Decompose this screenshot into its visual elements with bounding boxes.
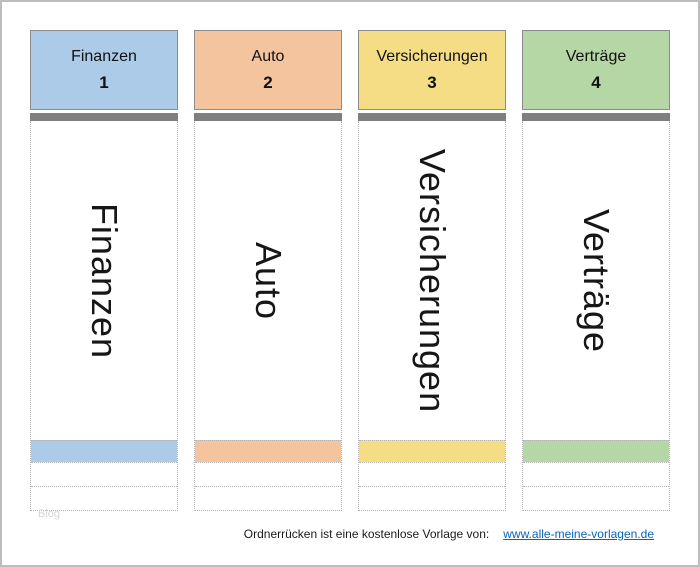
spine-vertical-label: Verträge bbox=[576, 208, 617, 353]
spine-header-number: 4 bbox=[591, 72, 601, 92]
spine-lower-section: Verträge bbox=[522, 121, 670, 511]
spine-header: Versicherungen 3 bbox=[358, 30, 506, 110]
footer-attribution-text: Ordnerrücken ist eine kostenlose Vorlage… bbox=[243, 527, 490, 541]
spine-cut-line-row bbox=[523, 462, 669, 486]
spine-bottom-stripe bbox=[523, 440, 669, 462]
folder-spine-vertraege: Verträge 4 Verträge bbox=[522, 30, 670, 511]
spine-cut-line-row bbox=[195, 486, 341, 510]
spine-vertical-label: Versicherungen bbox=[412, 148, 454, 413]
spine-lower-section: Auto bbox=[194, 121, 342, 511]
spine-cut-line-row bbox=[359, 486, 505, 510]
spine-cut-line-row bbox=[195, 462, 341, 486]
footer: Ordnerrücken ist eine kostenlose Vorlage… bbox=[244, 527, 654, 541]
spine-header-title: Verträge bbox=[565, 47, 627, 65]
folder-spine-finanzen: Finanzen 1 Finanzen bbox=[30, 30, 178, 511]
spine-header: Verträge 4 bbox=[522, 30, 670, 110]
spine-cut-line-row bbox=[523, 486, 669, 510]
spine-body: Finanzen bbox=[31, 121, 177, 440]
spine-ring-bar bbox=[358, 113, 506, 121]
spine-ring-bar bbox=[194, 113, 342, 121]
spine-header: Finanzen 1 bbox=[30, 30, 178, 110]
spine-lower-section: Versicherungen bbox=[358, 121, 506, 511]
spine-header-title: Versicherungen bbox=[376, 47, 488, 65]
spine-lower-section: Finanzen bbox=[30, 121, 178, 511]
spine-row: Finanzen 1 Finanzen Auto 2 Auto bbox=[30, 30, 670, 511]
spine-bottom-stripe bbox=[359, 440, 505, 462]
spine-bottom-stripe bbox=[195, 440, 341, 462]
spine-vertical-label: Auto bbox=[248, 241, 289, 320]
spine-cut-line-row bbox=[31, 486, 177, 510]
spine-header: Auto 2 bbox=[194, 30, 342, 110]
footer-link[interactable]: www.alle-meine-vorlagen.de bbox=[503, 527, 654, 541]
watermark-text: Blog bbox=[38, 508, 61, 520]
folder-spine-auto: Auto 2 Auto bbox=[194, 30, 342, 511]
spine-body: Auto bbox=[195, 121, 341, 440]
spine-cut-line-row bbox=[31, 462, 177, 486]
spine-header-number: 3 bbox=[427, 72, 437, 92]
spine-ring-bar bbox=[522, 113, 670, 121]
spine-body: Versicherungen bbox=[359, 121, 505, 440]
spine-body: Verträge bbox=[523, 121, 669, 440]
spine-cut-line-row bbox=[359, 462, 505, 486]
spine-ring-bar bbox=[30, 113, 178, 121]
spine-header-title: Finanzen bbox=[71, 47, 137, 65]
folder-spine-versicherungen: Versicherungen 3 Versicherungen bbox=[358, 30, 506, 511]
spine-header-number: 2 bbox=[263, 72, 273, 92]
spine-vertical-label: Finanzen bbox=[84, 202, 126, 359]
spine-header-number: 1 bbox=[99, 72, 109, 92]
spine-header-title: Auto bbox=[251, 47, 285, 65]
spine-bottom-stripe bbox=[31, 440, 177, 462]
